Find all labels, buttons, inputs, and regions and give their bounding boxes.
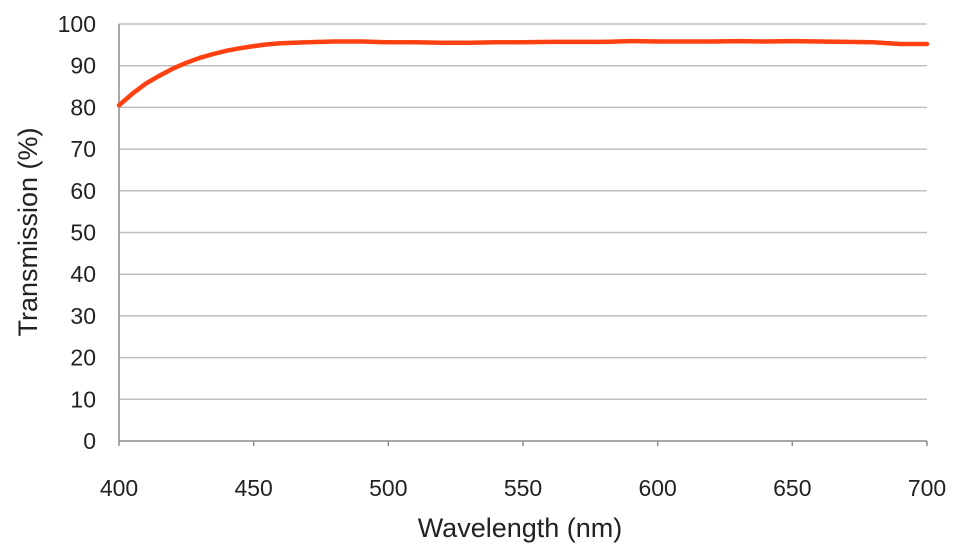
- x-tick-labels: 400 450 500 550 600 650 700: [100, 475, 946, 501]
- y-tick-label: 30: [70, 303, 96, 329]
- x-tick-label: 500: [369, 475, 407, 501]
- y-tick-label: 20: [70, 345, 96, 371]
- y-axis-title: Transmission (%): [13, 127, 43, 336]
- series-layer: [116, 38, 930, 108]
- y-tick-label: 50: [70, 220, 96, 246]
- y-tick-label: 100: [58, 11, 96, 37]
- axes: [118, 24, 928, 446]
- series-line-0: [116, 38, 930, 108]
- gridlines: [119, 23, 927, 401]
- y-tick-label: 0: [83, 428, 96, 454]
- y-tick-label: 90: [70, 53, 96, 79]
- y-tick-label: 80: [70, 94, 96, 120]
- x-tick-label: 700: [908, 475, 946, 501]
- y-tick-labels: 0 10 20 30 40 50 60 70 80 90 100: [58, 11, 96, 454]
- y-tick-label: 40: [70, 261, 96, 287]
- x-tick-label: 650: [773, 475, 811, 501]
- x-tick-label: 400: [100, 475, 138, 501]
- x-axis-title: Wavelength (nm): [418, 513, 623, 543]
- y-tick-label: 70: [70, 136, 96, 162]
- x-tick-label: 550: [504, 475, 542, 501]
- y-tick-label: 10: [70, 386, 96, 412]
- x-tick-label: 450: [234, 475, 272, 501]
- x-tick-label: 600: [638, 475, 676, 501]
- y-tick-label: 60: [70, 178, 96, 204]
